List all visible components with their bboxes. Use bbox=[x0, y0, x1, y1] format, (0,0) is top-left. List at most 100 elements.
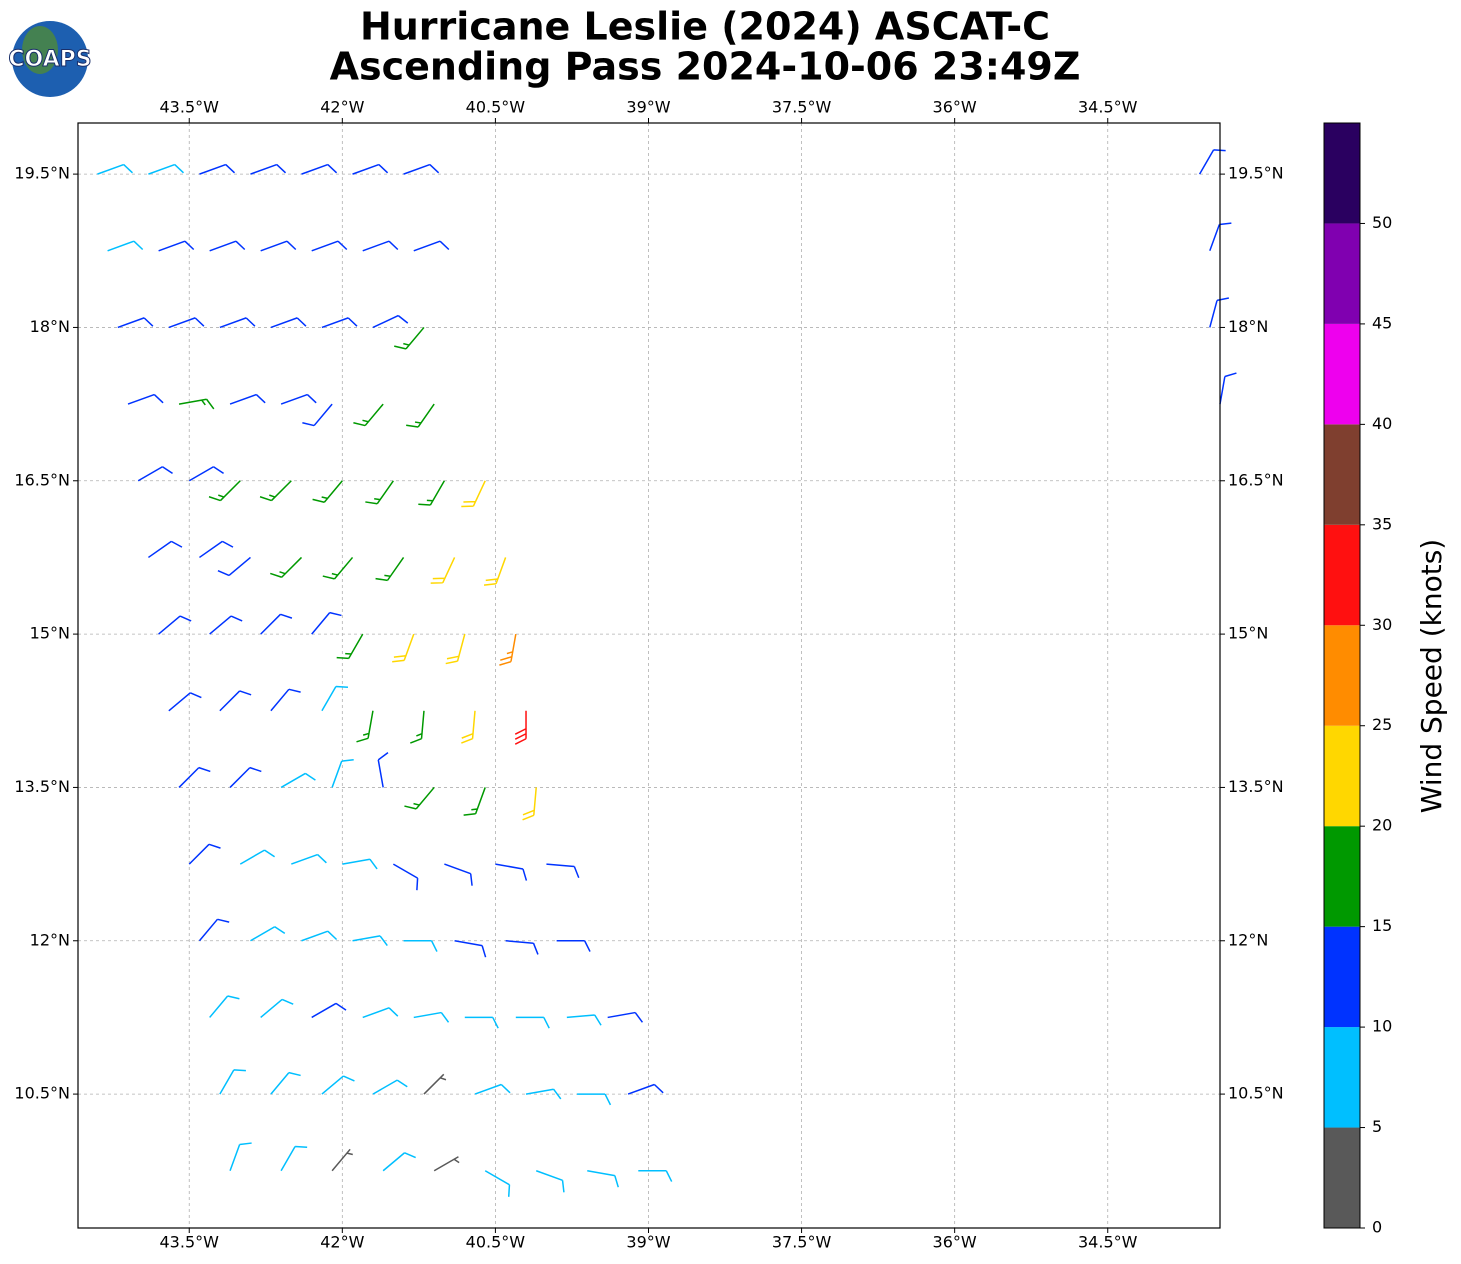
wind-barb bbox=[260, 240, 297, 252]
wind-barb bbox=[301, 930, 338, 942]
x-tick-label: 39°W bbox=[626, 1233, 670, 1252]
wind-barb bbox=[638, 1170, 673, 1182]
wind-barb bbox=[392, 633, 415, 663]
colorbar-band bbox=[1324, 1027, 1360, 1128]
colorbar-band bbox=[1324, 625, 1360, 726]
wind-barb bbox=[505, 940, 539, 955]
wind-barb bbox=[117, 317, 154, 329]
wind-barb bbox=[178, 766, 211, 788]
wind-barb bbox=[352, 163, 389, 175]
colorbar-tick-label: 5 bbox=[1372, 1117, 1382, 1136]
x-tick-label: 43.5°W bbox=[160, 98, 220, 117]
wind-barb bbox=[336, 633, 364, 660]
wind-barb bbox=[546, 863, 580, 879]
wind-barb bbox=[406, 403, 435, 428]
colorbar-band bbox=[1324, 424, 1360, 525]
wind-barb bbox=[270, 688, 301, 712]
y-tick-label: 10.5°N bbox=[14, 1084, 70, 1103]
y-tick-label: 19.5°N bbox=[1228, 164, 1284, 183]
wind-barb bbox=[525, 1088, 562, 1100]
wind-barb bbox=[464, 1016, 499, 1029]
wind-barb bbox=[418, 480, 446, 506]
wind-barb bbox=[352, 935, 388, 947]
x-tick-label: 43.5°W bbox=[160, 1233, 220, 1252]
wind-barb bbox=[342, 858, 378, 870]
wind-barb bbox=[331, 758, 354, 788]
colorbar-band bbox=[1324, 223, 1360, 324]
y-tick-label: 13.5°N bbox=[1228, 777, 1284, 796]
wind-barb bbox=[178, 398, 215, 410]
x-tick-label: 34.5°W bbox=[1078, 98, 1138, 117]
y-tick-label: 12°N bbox=[1228, 930, 1268, 949]
colorbar-band bbox=[1324, 826, 1360, 927]
x-tick-label: 40.5°W bbox=[466, 98, 526, 117]
wind-barb bbox=[322, 556, 354, 580]
map-frame bbox=[77, 122, 1221, 1229]
colorbar-tick-label: 0 bbox=[1372, 1218, 1382, 1237]
wind-barb bbox=[107, 240, 144, 252]
x-tick-label: 37.5°W bbox=[772, 1233, 832, 1252]
wind-barb bbox=[566, 1014, 602, 1026]
wind-barb bbox=[463, 787, 486, 816]
colorbar-band bbox=[1324, 725, 1360, 827]
wind-barb bbox=[410, 710, 425, 744]
colorbar-frame bbox=[1323, 122, 1361, 1229]
x-tick-label: 36°W bbox=[933, 1233, 977, 1252]
wind-barb bbox=[423, 1073, 447, 1095]
logo-land bbox=[22, 26, 58, 74]
colorbar-tick-label: 15 bbox=[1372, 916, 1392, 935]
colorbar-tick-label: 20 bbox=[1372, 816, 1392, 835]
colorbar-band bbox=[1324, 323, 1360, 425]
wind-barb bbox=[484, 1170, 511, 1197]
wind-barb bbox=[321, 685, 349, 712]
y-tick-label: 18°N bbox=[1228, 317, 1268, 336]
wind-barb bbox=[474, 1083, 511, 1095]
wind-barb bbox=[394, 326, 425, 350]
y-tick-label: 13.5°N bbox=[14, 777, 70, 796]
x-tick-label: 36°W bbox=[933, 98, 977, 117]
wind-barb bbox=[461, 710, 476, 744]
wind-barb bbox=[403, 163, 440, 175]
wind-barb bbox=[1198, 149, 1226, 175]
wind-barb bbox=[331, 1148, 353, 1172]
wind-barb bbox=[587, 1170, 619, 1188]
wind-barb bbox=[483, 557, 507, 586]
title-line: Ascending Pass 2024-10-06 23:49Z bbox=[330, 45, 1081, 89]
wind-barb bbox=[413, 240, 450, 252]
wind-barb bbox=[404, 786, 435, 810]
colorbar-tick-label: 40 bbox=[1372, 414, 1392, 433]
y-tick-label: 12°N bbox=[30, 930, 70, 949]
wind-barb bbox=[430, 557, 456, 584]
wind-barb bbox=[302, 403, 333, 427]
wind-barb bbox=[219, 690, 252, 712]
wind-barb bbox=[515, 1016, 550, 1029]
wind-barb bbox=[97, 163, 133, 175]
x-tick-label: 42°W bbox=[320, 1233, 364, 1252]
x-tick-label: 37.5°W bbox=[772, 98, 832, 117]
x-tick-label: 39°W bbox=[626, 98, 670, 117]
wind-barb bbox=[158, 615, 192, 635]
wind-barb bbox=[514, 710, 527, 745]
wind-barb bbox=[577, 1093, 612, 1106]
wind-barb bbox=[270, 556, 303, 578]
wind-barb bbox=[208, 480, 241, 502]
wind-barb bbox=[311, 611, 342, 635]
wind-barb bbox=[607, 1011, 644, 1023]
colorbar-band bbox=[1324, 926, 1360, 1028]
wind-barb bbox=[356, 710, 374, 743]
wind-barb bbox=[499, 633, 517, 666]
wind-barb bbox=[259, 480, 292, 502]
y-tick-label: 19.5°N bbox=[14, 164, 70, 183]
wind-barb bbox=[229, 766, 262, 788]
wind-barb bbox=[250, 163, 287, 175]
wind-barb bbox=[321, 317, 358, 329]
x-tick-label: 34.5°W bbox=[1078, 1233, 1138, 1252]
wind-barb bbox=[372, 314, 409, 329]
wind-barb bbox=[127, 393, 164, 405]
wind-barb bbox=[250, 926, 286, 942]
colorbar-tick-label: 25 bbox=[1372, 715, 1392, 734]
wind-barb bbox=[461, 480, 486, 508]
colorbar-band bbox=[1324, 524, 1360, 626]
wind-barb bbox=[270, 1071, 301, 1095]
wind-barb bbox=[147, 540, 183, 559]
